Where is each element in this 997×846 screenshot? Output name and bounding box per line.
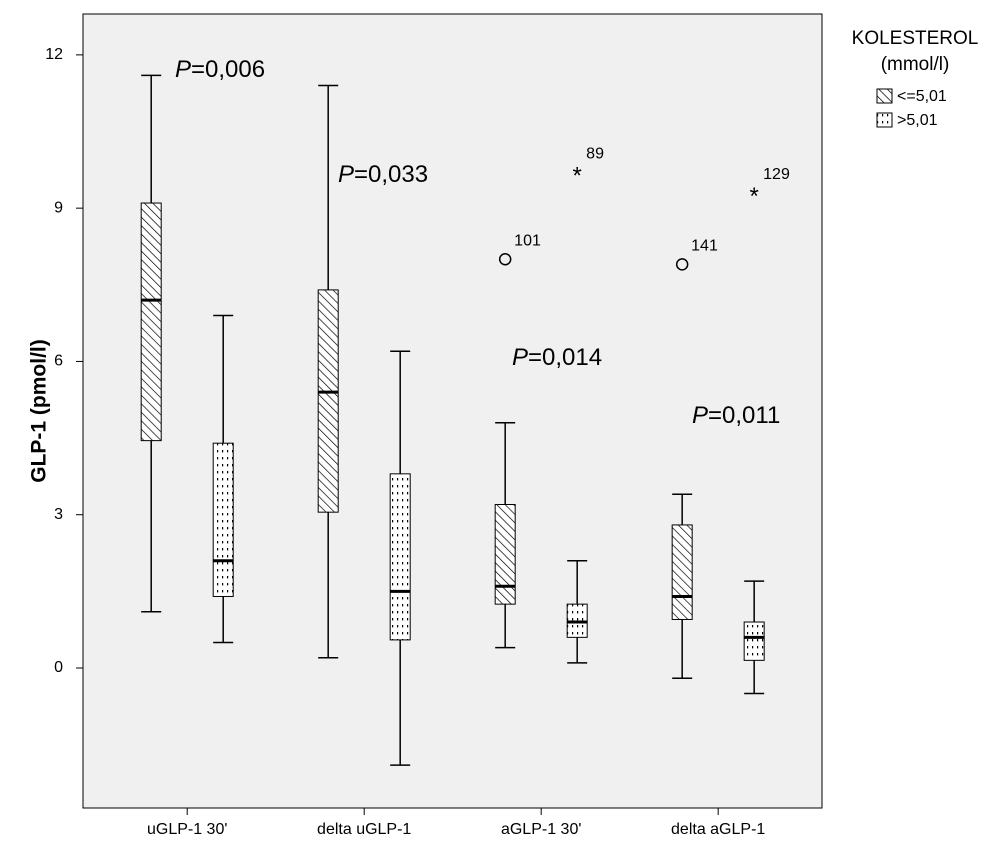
- box: [140, 202, 162, 442]
- outlier: [498, 253, 512, 266]
- legend-title: KOLESTEROL (mmol/l): [815, 26, 997, 78]
- x-tick-label: delta aGLP-1: [671, 821, 765, 838]
- outlier-label: 129: [763, 166, 790, 183]
- y-tick-label: 9: [54, 199, 63, 216]
- annotation: P=0,033: [338, 161, 429, 188]
- extreme: *: [573, 163, 582, 190]
- box: [317, 289, 339, 513]
- y-tick-label: 0: [54, 659, 63, 676]
- legend-title-line: (mmol/l): [880, 54, 950, 75]
- x-tick-label: delta uGLP-1: [317, 821, 411, 838]
- annotation: P=0,006: [175, 56, 266, 83]
- y-tick-label: 3: [54, 506, 63, 523]
- box: [212, 442, 234, 597]
- legend-swatch: [876, 112, 893, 128]
- outlier-label: 141: [691, 238, 718, 255]
- legend-label: >5,01: [897, 112, 938, 129]
- x-tick-label: aGLP-1 30': [501, 821, 581, 838]
- extreme: *: [749, 183, 758, 210]
- y-tick-label: 6: [54, 353, 63, 370]
- outlier: [675, 258, 689, 271]
- box: [494, 504, 516, 605]
- box: [743, 621, 765, 661]
- annotation: P=0,011: [692, 402, 781, 429]
- legend-swatch: [876, 88, 893, 104]
- box: [389, 473, 411, 641]
- x-tick-label: uGLP-1 30': [147, 821, 227, 838]
- plot-area: [82, 13, 823, 809]
- outlier-label: 101: [514, 232, 541, 249]
- y-tick-label: 12: [45, 46, 63, 63]
- legend-title-line: KOLESTEROL: [851, 28, 979, 49]
- outlier-label: 89: [586, 146, 604, 163]
- annotation: P=0,014: [512, 344, 603, 371]
- box: [671, 524, 693, 620]
- y-axis-label: GLP-1 (pmol/l): [28, 339, 51, 483]
- legend-label: <=5,01: [897, 88, 947, 105]
